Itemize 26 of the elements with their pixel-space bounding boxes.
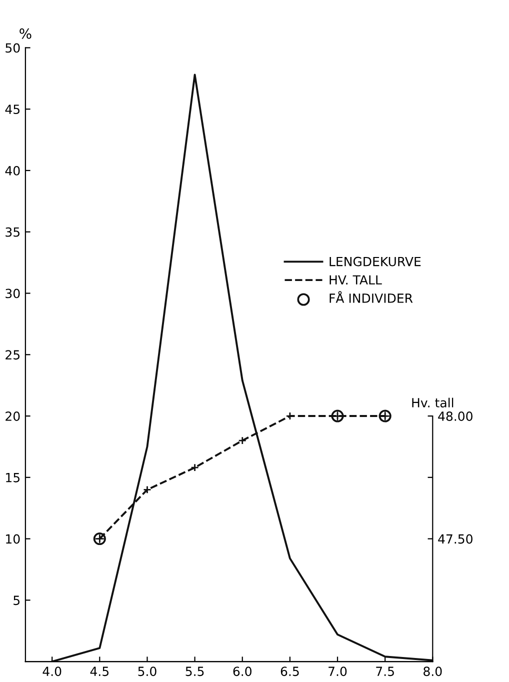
y2-tick-label: 48.00 [438,411,472,421]
x-tick-label: 6.5 [280,666,299,676]
y-tick-label: 5 [14,596,20,606]
x-tick-label: 8.0 [424,666,442,676]
legend-label: HV. TALL [330,275,382,284]
x-tick-label: 5.5 [186,666,204,676]
x-tick-label: 7.5 [376,666,394,676]
y-tick-label: 25 [6,350,20,360]
y-tick-label: 45 [5,104,20,114]
x-tick-label: 7.0 [328,666,347,676]
x-tick-label: 4.0 [42,666,62,676]
y-tick-label: 50 [6,43,20,53]
y-tick-label: 15 [6,473,20,482]
y2-axis-title: Hv. tall [412,398,454,408]
y-tick-label: 20 [6,411,20,421]
legend-label: FÅ INDIVIDER [330,291,413,303]
y-tick-label: 40 [5,166,20,176]
y-tick-label: 10 [6,534,20,544]
x-tick-label: 6.0 [233,666,252,676]
y-tick-label: 35 [6,227,20,237]
legend-label: LENGDEKURVE [330,256,421,266]
x-tick-label: 4.5 [90,666,109,676]
y-tick-label: 30 [6,288,20,298]
y-axis-title: % [20,28,32,39]
y2-tick-label: 47.50 [438,534,472,544]
x-tick-label: 5.0 [138,666,156,676]
